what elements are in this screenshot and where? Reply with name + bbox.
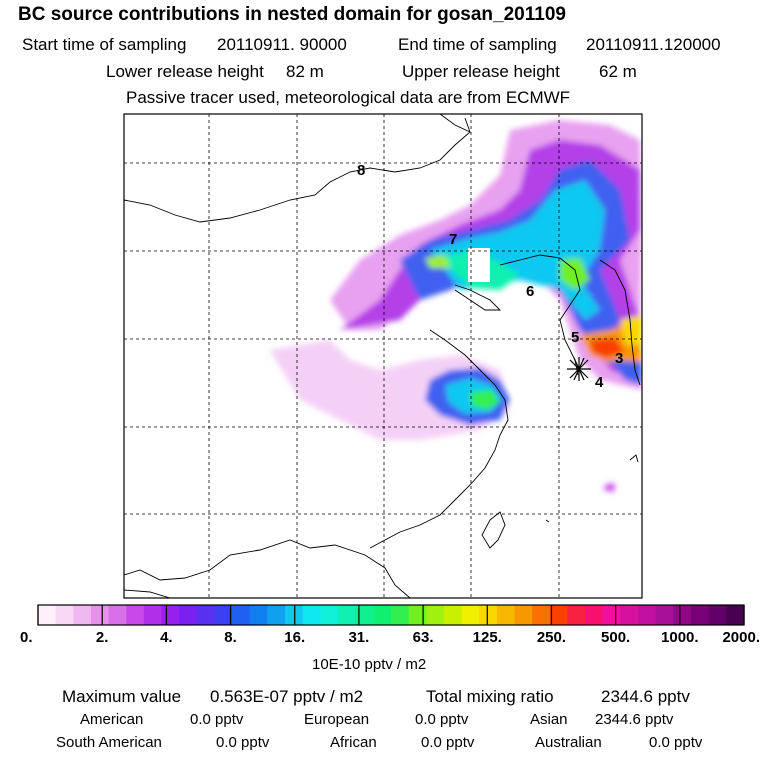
- colorbar-cell: [585, 605, 604, 625]
- colorbar-cell: [691, 605, 710, 625]
- colorbar-cell: [73, 605, 92, 625]
- region-african-name: African: [330, 734, 377, 751]
- end-time-value: 20110911.120000: [586, 35, 721, 54]
- colorbar-tick-label: 63.: [412, 629, 434, 646]
- colorbar-cell: [461, 605, 480, 625]
- colorbar-cell: [267, 605, 286, 625]
- start-time-label: Start time of sampling: [22, 35, 187, 54]
- map-title: BC source contributions in nested domain…: [18, 4, 566, 25]
- colorbar-cell: [108, 605, 127, 625]
- region-australian-name: Australian: [535, 734, 602, 751]
- colorbar-cell: [196, 605, 216, 625]
- colorbar-tick-label: 500.: [601, 629, 631, 646]
- upper-height-value: 62 m: [599, 62, 637, 81]
- colorbar-cell: [408, 605, 427, 625]
- colorbar-cell: [479, 605, 498, 625]
- colorbar-tick-label: 1000.: [661, 629, 699, 646]
- region-african-value: 0.0 pptv: [421, 734, 475, 751]
- colorbar-cell: [355, 605, 374, 625]
- concentration-field: [270, 120, 642, 492]
- colorbar-cell: [673, 605, 692, 625]
- region-asian-value: 2344.6 pptv: [595, 711, 674, 728]
- lower-height-value: 82 m: [286, 62, 324, 81]
- colorbar-cell: [655, 605, 674, 625]
- trajectory-label-8: 8: [357, 162, 366, 179]
- colorbar-cell: [179, 605, 198, 625]
- colorbar-cell: [320, 605, 339, 625]
- colorbar-units: 10E-10 pptv / m2: [312, 656, 427, 673]
- region-australian-value: 0.0 pptv: [649, 734, 703, 751]
- colorbar-cell: [161, 605, 180, 625]
- colorbar-cell: [391, 605, 410, 625]
- max-value: 0.563E-07 pptv / m2: [210, 687, 364, 706]
- colorbar-cell: [567, 605, 586, 625]
- colorbar-cell: [496, 605, 516, 625]
- start-time-value: 20110911. 90000: [217, 35, 347, 54]
- colorbar-cell: [232, 605, 251, 625]
- max-value-label: Maximum value: [62, 687, 182, 706]
- region-european-value: 0.0 pptv: [415, 711, 469, 728]
- region-south-american-name: South American: [56, 734, 162, 751]
- trajectory-label-5: 5: [571, 329, 580, 346]
- colorbar-cell: [143, 605, 163, 625]
- colorbar-cell: [38, 605, 57, 625]
- colorbar-cell: [602, 605, 622, 625]
- colorbar-tick-label: 16.: [284, 629, 306, 646]
- colorbar-cell: [708, 605, 727, 625]
- colorbar-cell: [249, 605, 269, 625]
- colorbar-cell: [726, 605, 745, 625]
- receptor-star-icon: [567, 357, 591, 381]
- trajectory-label-4: 4: [595, 374, 604, 391]
- colorbar-cell: [302, 605, 321, 625]
- map-frame: [123, 113, 643, 599]
- coastlines: [124, 114, 641, 598]
- colorbar-tick-label: 125.: [472, 629, 502, 646]
- colorbar-cell: [55, 605, 74, 625]
- colorbar-cell: [514, 605, 533, 625]
- colorbar-ticks: [37, 605, 745, 625]
- colorbar-cell: [338, 605, 357, 625]
- colorbar-cell: [214, 605, 233, 625]
- colorbar-cell: [620, 605, 639, 625]
- colorbar-cell: [532, 605, 551, 625]
- colorbar-tick-label: 8.: [224, 629, 237, 646]
- trajectory-label-3: 3: [615, 350, 624, 367]
- colorbar-cell: [443, 605, 463, 625]
- region-american-value: 0.0 pptv: [190, 711, 244, 728]
- colorbar-tick-label: 2000.: [722, 629, 760, 646]
- upper-height-label: Upper release height: [402, 62, 560, 81]
- colorbar-tick-label: 250.: [536, 629, 567, 646]
- total-mixing-label: Total mixing ratio: [426, 687, 554, 706]
- colorbar-cell: [638, 605, 657, 625]
- region-asian-name: Asian: [530, 711, 568, 728]
- trajectory-label-7: 7: [449, 231, 458, 248]
- colorbar-cells: [38, 605, 745, 625]
- lower-height-label: Lower release height: [106, 62, 264, 81]
- model-note: Passive tracer used, meteorological data…: [126, 88, 571, 107]
- colorbar-cell: [549, 605, 569, 625]
- end-time-label: End time of sampling: [398, 35, 557, 54]
- colorbar-cell: [426, 605, 445, 625]
- colorbar-cell: [90, 605, 110, 625]
- colorbar-tick-label: 2.: [95, 629, 109, 646]
- region-american-name: American: [80, 711, 144, 728]
- trajectory-label-6: 6: [526, 283, 535, 300]
- colorbar-tick-label: 0.: [20, 629, 33, 646]
- lat-lon-grid: [124, 114, 642, 598]
- colorbar-cell: [373, 605, 392, 625]
- total-mixing-value: 2344.6 pptv: [601, 687, 690, 706]
- colorbar-cell: [126, 605, 145, 625]
- region-european-name: European: [304, 711, 370, 728]
- colorbar-tick-label: 4.: [160, 629, 173, 646]
- region-south-american-value: 0.0 pptv: [216, 734, 270, 751]
- colorbar-tick-label: 31.: [348, 629, 370, 646]
